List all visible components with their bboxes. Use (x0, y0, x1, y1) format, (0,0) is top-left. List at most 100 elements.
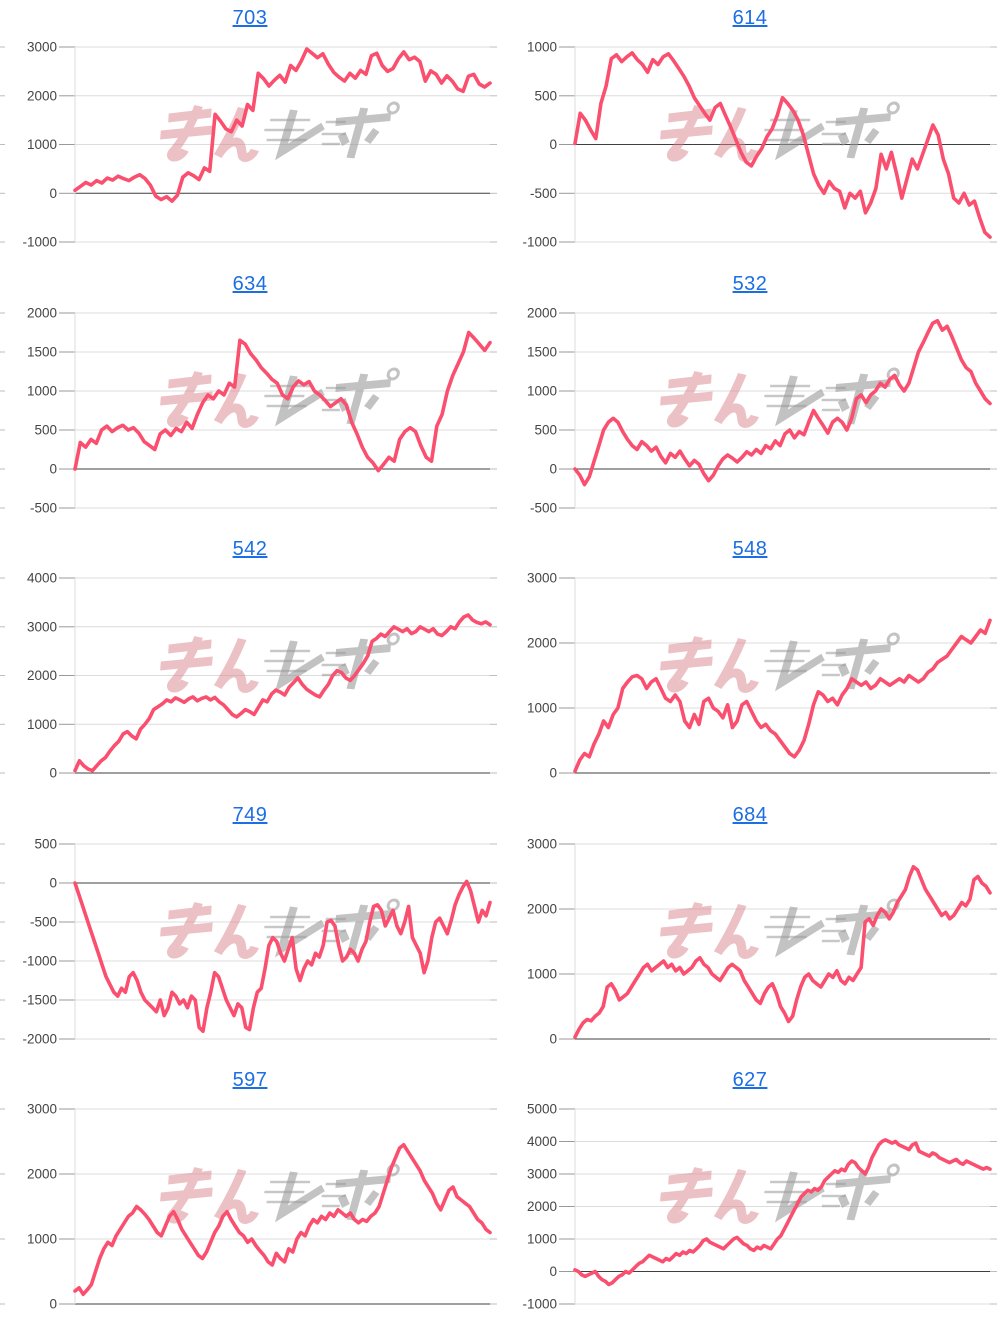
y-axis-tick-label: 1000 (527, 40, 557, 55)
watermark-gray-part (774, 632, 900, 692)
chart-plot (73, 1143, 492, 1297)
y-axis-tick-label: 3000 (27, 40, 57, 55)
y-axis-tick-label: 4000 (527, 1134, 557, 1149)
y-axis-tick-label: -500 (530, 500, 557, 515)
y-axis-tick-label: 2000 (527, 901, 557, 916)
y-axis-tick-label: 1000 (527, 383, 557, 398)
watermark-logo (660, 367, 900, 428)
y-axis-tick-label: -1000 (22, 953, 57, 968)
y-axis-tick-label: -500 (530, 186, 557, 201)
y-axis-tick-label: -500 (30, 914, 57, 929)
minrepo-watermark (652, 1160, 904, 1228)
y-axis-tick-label: 1000 (27, 1232, 57, 1247)
chart-line-series (73, 613, 492, 773)
chart-grid: 500 0 -500 -1000 -1500 -2000 (0, 836, 497, 1046)
chart-title: 548 (500, 538, 1000, 561)
watermark-gray-part (274, 367, 400, 427)
chart-grid: 1000 500 0 -500 -1000 (522, 40, 997, 250)
y-axis-tick-label: 1000 (527, 701, 557, 716)
y-axis-tick-label: 3000 (527, 836, 557, 851)
chart-cell: 548 3000 2000 1000 0 (500, 531, 1000, 797)
chart-plot (573, 1138, 992, 1287)
y-axis-tick-label: 500 (534, 88, 557, 103)
chart-plot (573, 318, 992, 486)
chart-title: 532 (500, 273, 1000, 296)
chart-plot (573, 864, 992, 1039)
chart-cell: 684 3000 2000 1000 0 (500, 797, 1000, 1063)
machine-number-link[interactable]: 634 (232, 272, 268, 295)
y-axis-tick-label: 1000 (27, 383, 57, 398)
watermark-logo (160, 101, 400, 162)
machine-number-link[interactable]: 703 (232, 7, 268, 29)
watermark-logo (160, 1163, 400, 1225)
y-axis-tick-label: -1000 (522, 1297, 557, 1312)
y-axis-tick-label: 0 (549, 1264, 557, 1279)
watermark-pink-part (660, 901, 759, 959)
chart-title: 597 (0, 1069, 500, 1092)
y-axis-tick-label: -1000 (522, 235, 557, 250)
y-axis-tick-label: 0 (49, 1297, 57, 1312)
y-axis-tick-label: 3000 (27, 1102, 57, 1117)
watermark-gray-part (274, 898, 400, 958)
minrepo-watermark (152, 629, 404, 697)
chart-grid: 3000 2000 1000 0 (527, 836, 997, 1046)
machine-number-link[interactable]: 548 (732, 538, 768, 561)
chart-grid: 4000 3000 2000 1000 0 (0, 571, 497, 781)
chart-cell: 532 2000 1500 1000 500 0 -500 (500, 266, 1000, 532)
machine-number-link[interactable]: 749 (232, 803, 268, 826)
y-axis-tick-label: 0 (49, 186, 57, 201)
watermark-gray-part (274, 632, 400, 692)
chart-line-series (73, 879, 492, 1033)
y-axis-tick-label: -1000 (22, 235, 57, 250)
watermark-gray-part (774, 101, 900, 161)
watermark-pink-part (660, 370, 759, 428)
machine-number-link[interactable]: 597 (232, 1069, 268, 1092)
watermark-pink-part (160, 370, 259, 428)
y-axis-tick-label: 0 (549, 137, 557, 152)
chart-cell: 703 3000 2000 1000 0 -1000 (0, 0, 500, 266)
y-axis-tick-label: 2000 (527, 305, 557, 320)
chart-line-series (573, 1138, 992, 1287)
y-axis-tick-label: 0 (49, 461, 57, 476)
chart-title: 749 (0, 804, 500, 827)
y-axis-tick-label: 500 (534, 422, 557, 437)
minrepo-watermark (152, 98, 404, 166)
chart-plot (73, 330, 492, 472)
y-axis-tick-label: 2000 (527, 636, 557, 651)
chart-cell: 542 4000 3000 2000 1000 0 (0, 531, 500, 797)
chart-grid: 3000 2000 1000 0 -1000 (0, 40, 497, 250)
machine-number-link[interactable]: 532 (732, 272, 768, 295)
y-axis-tick-label: 0 (49, 766, 57, 781)
y-axis-tick-label: 2000 (27, 668, 57, 683)
watermark-logo (160, 898, 400, 959)
minrepo-watermark (152, 1160, 404, 1228)
chart-cell: 634 2000 1500 1000 500 0 -500 (0, 266, 500, 532)
minrepo-watermark (152, 895, 404, 963)
y-axis-tick-label: 0 (549, 461, 557, 476)
machine-number-link[interactable]: 542 (232, 538, 268, 561)
chart-line-series (573, 51, 992, 239)
watermark-logo (660, 898, 900, 959)
machine-number-link[interactable]: 627 (732, 1069, 768, 1092)
watermark-pink-part (160, 901, 259, 959)
minrepo-watermark (652, 629, 904, 697)
minrepo-watermark (652, 364, 904, 432)
machine-number-link[interactable]: 684 (732, 803, 768, 826)
y-axis-tick-label: 1500 (527, 344, 557, 359)
y-axis-tick-label: 1000 (527, 1232, 557, 1247)
watermark-gray-part (774, 1163, 900, 1223)
watermark-pink-part (160, 636, 259, 694)
y-axis-tick-label: 1000 (27, 717, 57, 732)
chart-line-series (73, 47, 492, 203)
chart-title: 542 (0, 538, 500, 561)
chart-title: 614 (500, 7, 1000, 30)
chart-title: 634 (0, 273, 500, 296)
y-axis-tick-label: 2000 (27, 305, 57, 320)
machine-number-link[interactable]: 614 (732, 7, 768, 29)
chart-title: 627 (500, 1069, 1000, 1092)
y-axis-tick-label: 1000 (527, 966, 557, 981)
chart-cell: 597 3000 2000 1000 0 (0, 1062, 500, 1328)
chart-line-series (73, 1143, 492, 1297)
chart-plot (573, 51, 992, 239)
watermark-pink-part (160, 105, 259, 162)
